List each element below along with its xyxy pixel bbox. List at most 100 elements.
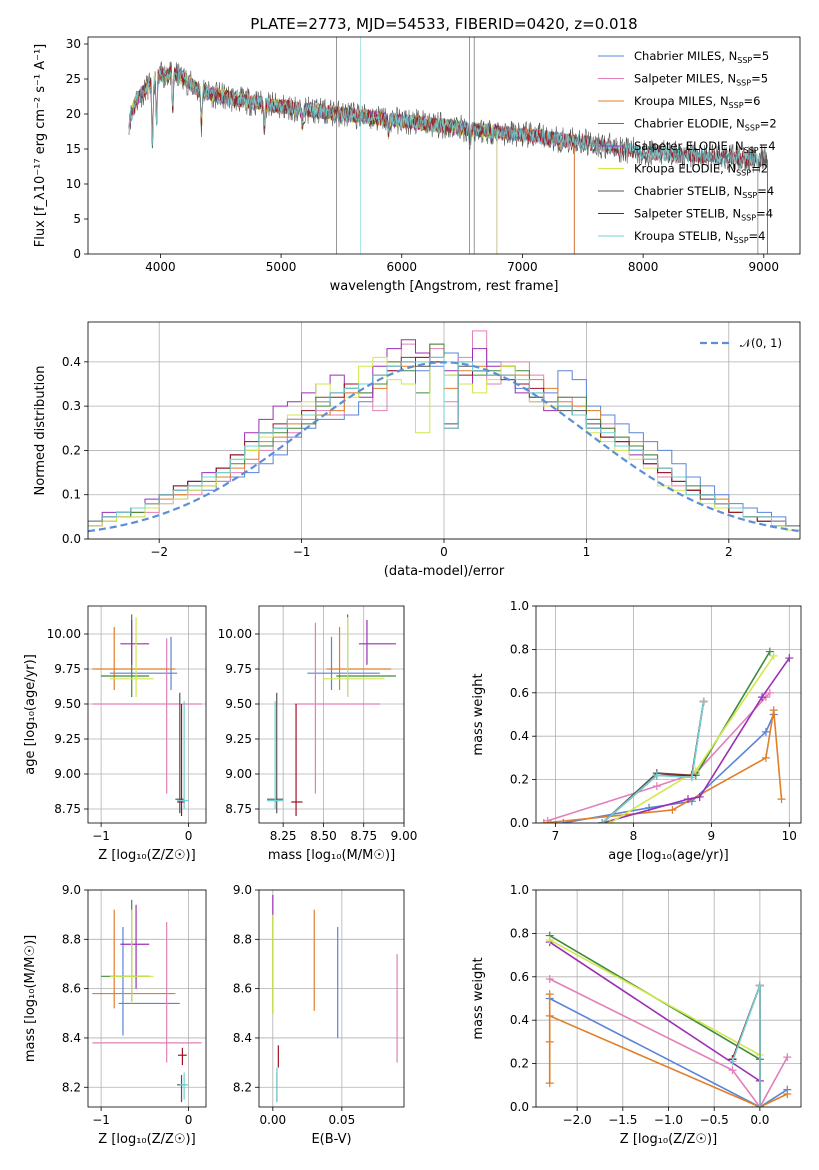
series-marker xyxy=(765,688,774,697)
y-tick-label: 0.4 xyxy=(62,355,81,369)
x-tick-label: 8000 xyxy=(628,260,659,274)
y-tick-label: 9.50 xyxy=(225,697,252,711)
legend-subscript: SSP xyxy=(737,56,752,65)
y-tick-label: 0.6 xyxy=(510,970,529,984)
x-axis-label: wavelength [Angstrom, rest frame] xyxy=(330,279,559,294)
x-tick-label: −1 xyxy=(92,1113,110,1127)
series-marker xyxy=(539,819,548,823)
legend-value: =4 xyxy=(757,184,774,198)
x-tick-label: 0.05 xyxy=(328,1113,355,1127)
plot-area xyxy=(545,931,792,1107)
x-tick-label: 9.00 xyxy=(391,829,418,843)
y-tick-label: 8.75 xyxy=(225,802,252,816)
legend-value: =4 xyxy=(759,139,776,153)
y-tick-label: 0.6 xyxy=(510,686,529,700)
legend-subscript: SSP xyxy=(744,146,759,155)
y-tick-label: 0.3 xyxy=(62,399,81,413)
x-tick-label: 6000 xyxy=(386,260,417,274)
series-marker xyxy=(687,773,696,782)
series-marker xyxy=(652,782,661,791)
histogram-step xyxy=(88,356,800,539)
y-tick-label: 0 xyxy=(73,247,81,261)
series-marker xyxy=(765,647,774,656)
series-marker xyxy=(769,651,778,660)
legend-entry: Kroupa STELIB, NSSP=4 xyxy=(634,229,765,245)
x-axis-label: E(B-V) xyxy=(311,1132,351,1147)
y-tick-label: 8.2 xyxy=(62,1080,81,1094)
legend-subscript: SSP xyxy=(736,169,751,178)
y-tick-label: 10.00 xyxy=(218,627,252,641)
series-marker xyxy=(606,819,615,823)
series-marker xyxy=(545,1079,554,1088)
model-spectrum-line xyxy=(128,68,758,167)
axes-frame xyxy=(258,889,405,1108)
y-tick-label: 8.6 xyxy=(62,982,81,996)
x-tick-label: 8.50 xyxy=(310,829,337,843)
y-tick-label: 0.8 xyxy=(510,642,529,656)
series-marker xyxy=(652,771,661,780)
y-tick-label: 0.4 xyxy=(510,1013,529,1027)
y-tick-label: 9.75 xyxy=(54,662,81,676)
axes-frame xyxy=(535,889,802,1108)
x-tick-label: 8 xyxy=(630,829,638,843)
x-axis-label: Z [log₁₀(Z/Z☉)] xyxy=(620,1132,717,1147)
series-marker xyxy=(761,753,770,762)
x-tick-label: 0 xyxy=(185,829,193,843)
x-tick-label: −0.5 xyxy=(700,1113,729,1127)
x-tick-label: −1 xyxy=(293,545,311,559)
legend-entry: Salpeter MILES, NSSP=5 xyxy=(634,72,768,88)
axes-frame xyxy=(87,321,801,540)
panel-mass-vs-Z: −1 0 8.2 8.4 8.6 8.8 9.0 Z [log₁₀(Z/Z☉)] mass [l… xyxy=(23,883,207,1147)
y-tick-label: 8.6 xyxy=(233,982,252,996)
gaussian-curve xyxy=(88,361,800,533)
y-tick-label: 9.25 xyxy=(225,732,252,746)
y-tick-label: 0.0 xyxy=(510,816,529,830)
series-line xyxy=(549,978,789,1107)
x-tick-label: 7 xyxy=(552,829,560,843)
series-marker xyxy=(769,706,778,715)
panel-mass-vs-ebv: 0.00 0.05 8.2 8.4 8.6 8.8 9.0 E(B-V) xyxy=(233,883,405,1147)
x-tick-label: −2.0 xyxy=(563,1113,592,1127)
x-tick-label: 8.75 xyxy=(350,829,377,843)
series-marker xyxy=(783,1053,792,1062)
y-tick-label: 0.4 xyxy=(510,729,529,743)
panel-age-vs-mass: 8.25 8.50 8.75 9.00 8.75 9.00 9.25 9.50 9.75 10.0… xyxy=(218,605,418,863)
series-marker xyxy=(755,981,764,990)
panel-mass-weight-vs-Z: −2.0 −1.5 −1.0 −0.5 0.0 0.0 0.2 0.4 0.6 0.8 1.0 Z [… xyxy=(471,883,802,1147)
plot-area xyxy=(267,614,396,816)
series-marker xyxy=(695,792,704,801)
y-tick-label: 0.0 xyxy=(62,532,81,546)
x-tick-label: 2 xyxy=(725,545,733,559)
panel-age-vs-Z: −1 0 8.75 9.00 9.25 9.50 9.75 10.00 Z [log₁₀(Z/Z… xyxy=(23,605,207,863)
panel-residual-histogram: −2 −1 0 1 2 0.0 0.1 0.2 0.3 0.4 (data-model)/error… xyxy=(33,321,801,579)
legend: 𝒩(0, 1) xyxy=(700,336,782,350)
y-tick-label: 9.50 xyxy=(54,697,81,711)
series-line xyxy=(549,939,761,1056)
y-tick-label: 8.8 xyxy=(233,932,252,946)
y-tick-label: 9.0 xyxy=(233,883,252,897)
series-line xyxy=(601,701,705,823)
x-tick-label: 7000 xyxy=(507,260,538,274)
series-line xyxy=(563,714,775,823)
legend-entry: Chabrier STELIB, NSSP=4 xyxy=(634,184,774,200)
y-tick-label: 10 xyxy=(66,177,81,191)
y-tick-label: 1.0 xyxy=(510,599,529,613)
series-marker xyxy=(545,974,554,983)
x-tick-label: −1.5 xyxy=(608,1113,637,1127)
axes-frame xyxy=(87,605,207,824)
x-tick-label: 4000 xyxy=(145,260,176,274)
y-tick-label: 25 xyxy=(66,72,81,86)
y-tick-label: 9.25 xyxy=(54,732,81,746)
y-tick-label: 0.2 xyxy=(510,1057,529,1071)
y-tick-label: 20 xyxy=(66,107,81,121)
legend-entry: Chabrier ELODIE, NSSP=2 xyxy=(634,117,777,133)
y-tick-label: 5 xyxy=(73,212,81,226)
series-marker xyxy=(668,805,677,814)
legend-entry: Kroupa ELODIE, NSSP=2 xyxy=(634,162,768,178)
series-marker xyxy=(683,795,692,804)
plot-area xyxy=(272,894,398,1103)
y-tick-label: 9.00 xyxy=(54,767,81,781)
legend-entry: Salpeter ELODIE, NSSP=4 xyxy=(634,139,776,155)
series-marker xyxy=(761,727,770,736)
axes-frame xyxy=(87,889,207,1108)
